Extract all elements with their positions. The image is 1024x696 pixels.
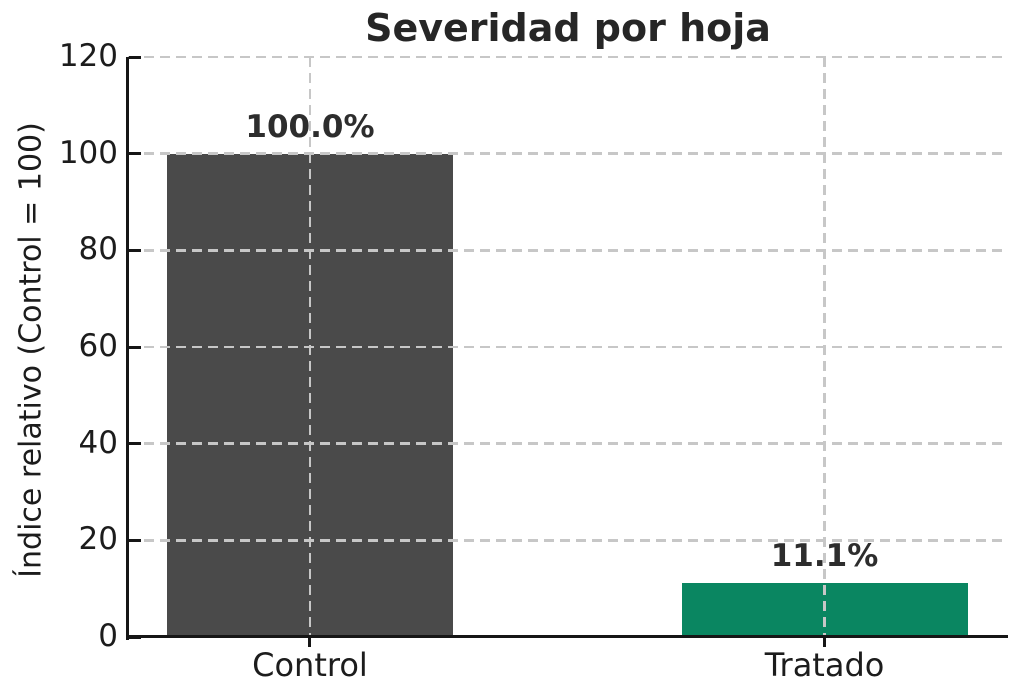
x-tick-mark	[308, 638, 312, 647]
y-tick-label: 80	[78, 231, 118, 268]
y-tick-label: 0	[98, 617, 118, 654]
y-tick-mark	[129, 248, 141, 252]
x-axis-spine	[126, 634, 1008, 638]
x-tick-label-tratado: Tratado	[764, 646, 885, 684]
bar-labels-layer: 100.0% 11.1%	[128, 57, 1008, 637]
y-tick-mark	[129, 55, 141, 59]
x-tick-label-control: Control	[252, 646, 368, 684]
y-tick-label: 120	[58, 37, 118, 74]
y-tick-mark	[129, 152, 141, 156]
y-tick-label: 100	[58, 134, 118, 171]
y-tick-mark	[129, 345, 141, 349]
y-tick-label: 20	[78, 521, 118, 558]
y-tick-mark	[129, 442, 141, 446]
y-tick-mark	[129, 635, 141, 639]
chart-title: Severidad por hoja	[365, 6, 771, 50]
y-tick-mark	[129, 538, 141, 542]
y-tick-label: 60	[78, 327, 118, 364]
y-tick-label: 40	[78, 424, 118, 461]
y-axis-spine	[126, 57, 129, 640]
plot-area: 100.0% 11.1%	[128, 55, 1008, 637]
bar-value-label: 100.0%	[245, 108, 375, 145]
bar-value-label: 11.1%	[770, 538, 879, 575]
x-tick-mark	[823, 638, 827, 647]
